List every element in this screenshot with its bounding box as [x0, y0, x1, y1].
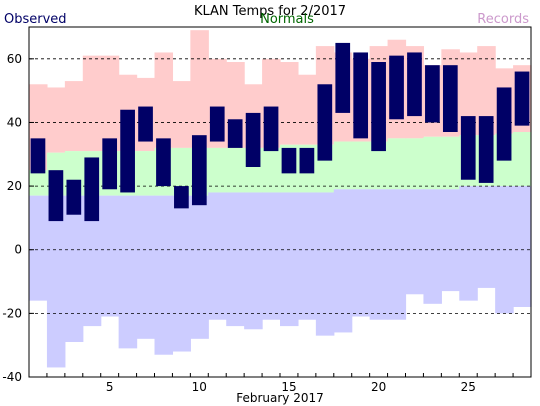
observed-bar	[120, 109, 135, 193]
record-high-band	[64, 81, 84, 152]
record-low-band	[351, 189, 371, 317]
record-high-band	[46, 87, 66, 153]
normal-band	[226, 147, 245, 193]
record-low-band	[477, 186, 496, 288]
legend-records: Records	[477, 12, 529, 27]
plot-area: -40 -20 0 20 40 60 5 10 15 20 25	[2, 26, 532, 394]
normal-band	[405, 138, 425, 190]
observed-bar	[102, 138, 118, 190]
normal-band	[333, 141, 353, 190]
record-low-band	[405, 189, 425, 295]
record-high-band	[172, 81, 191, 148]
observed-bar	[496, 87, 512, 161]
record-low-band	[387, 189, 407, 320]
record-low-band	[423, 189, 442, 304]
observed-bar	[335, 42, 351, 113]
record-low-band	[172, 195, 191, 352]
legend-observed: Observed	[4, 12, 67, 27]
observed-bar	[299, 147, 315, 174]
observed-bar	[48, 170, 64, 222]
record-low-band	[64, 195, 84, 342]
observed-bar	[514, 71, 530, 126]
record-high-band	[477, 46, 496, 136]
y-tick-label: -40	[2, 370, 22, 384]
y-tick-label: 40	[7, 115, 22, 129]
record-low-band	[226, 192, 245, 327]
record-high-band	[459, 52, 478, 136]
normal-band	[29, 170, 48, 196]
observed-bar	[317, 84, 333, 161]
record-low-band	[369, 189, 389, 320]
normal-band	[262, 147, 281, 193]
record-low-band	[262, 192, 281, 320]
record-low-band	[513, 186, 532, 307]
record-low-band	[315, 192, 335, 336]
normal-band	[513, 132, 532, 187]
observed-bar	[156, 138, 171, 187]
observed-bar	[209, 106, 225, 142]
observed-bar	[84, 157, 100, 222]
record-high-band	[82, 55, 102, 152]
record-low-band	[82, 195, 102, 327]
x-tick-label: 20	[371, 380, 386, 394]
record-low-band	[100, 195, 120, 317]
observed-bar	[389, 55, 404, 120]
normal-band	[423, 136, 442, 190]
record-high-band	[100, 55, 120, 152]
record-low-band	[136, 195, 156, 339]
legend-normals: Normals	[260, 12, 314, 27]
observed-bar	[407, 52, 422, 117]
normal-band	[172, 147, 191, 196]
observed-bar	[281, 147, 297, 174]
x-axis-label: February 2017	[236, 391, 324, 405]
observed-bar	[245, 112, 261, 167]
observed-bar	[30, 138, 46, 174]
record-low-band	[118, 195, 138, 349]
y-tick-label: -20	[2, 306, 22, 320]
observed-bar	[442, 65, 458, 132]
normal-band	[441, 136, 460, 190]
record-low-band	[244, 192, 263, 330]
record-low-band	[333, 189, 353, 333]
record-low-band	[190, 195, 209, 339]
x-tick-label: 25	[461, 380, 476, 394]
observed-bar	[425, 65, 440, 123]
record-low-band	[280, 192, 299, 327]
normal-band	[136, 151, 156, 196]
record-high-band	[297, 74, 317, 145]
normal-band	[387, 138, 407, 190]
observed-bar	[478, 116, 494, 183]
record-low-band	[297, 192, 317, 320]
record-low-band	[208, 192, 227, 320]
x-tick-label: 10	[192, 380, 207, 394]
record-low-band	[29, 195, 48, 301]
record-low-band	[459, 186, 478, 301]
observed-bar	[460, 116, 476, 180]
observed-bar	[66, 179, 82, 215]
record-low-band	[46, 195, 66, 368]
observed-bar	[227, 119, 243, 148]
normal-band	[369, 141, 389, 190]
normal-band	[208, 147, 227, 193]
y-tick-label: 60	[7, 52, 22, 66]
record-low-band	[441, 189, 460, 292]
y-tick-label: 0	[14, 243, 22, 257]
observed-bar	[174, 186, 189, 209]
y-tick-label: 20	[7, 179, 22, 193]
record-low-band	[154, 195, 174, 355]
record-high-band	[280, 62, 299, 145]
chart-title: KLAN Temps for 2/2017	[194, 4, 346, 19]
observed-bar	[353, 52, 369, 139]
normal-band	[351, 141, 371, 190]
observed-bar	[371, 62, 386, 152]
observed-bar	[191, 135, 207, 206]
record-high-band	[190, 30, 209, 148]
x-tick-label: 15	[281, 380, 296, 394]
observed-bar	[263, 106, 279, 152]
observed-bar	[138, 106, 153, 142]
record-high-band	[154, 52, 174, 148]
x-tick-label: 5	[106, 380, 114, 394]
